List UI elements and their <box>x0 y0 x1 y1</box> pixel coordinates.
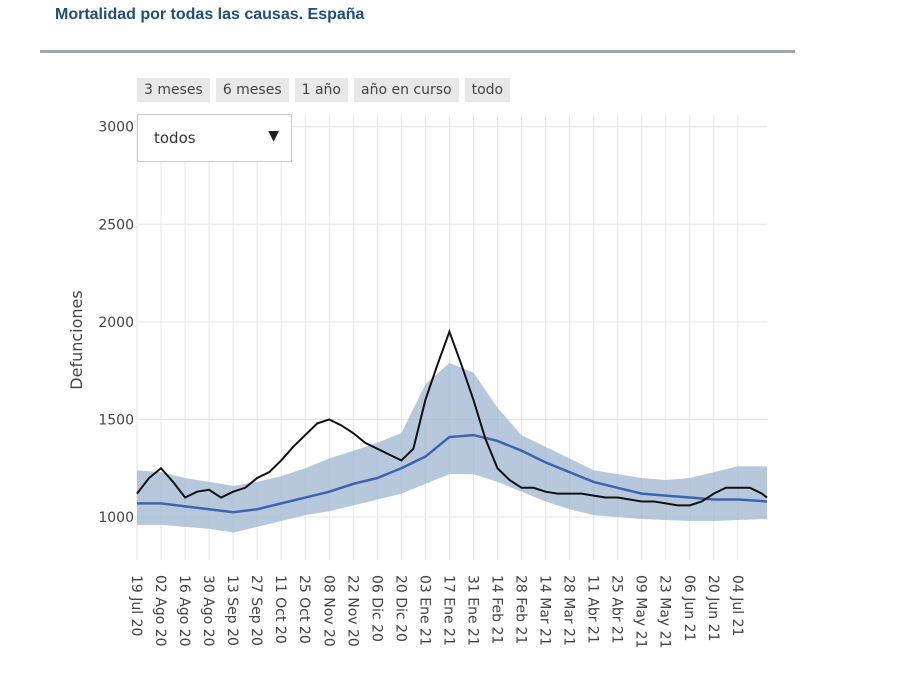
expected-deaths-line <box>137 433 768 514</box>
confidence-band <box>137 362 767 533</box>
x-tick-label: 20 Dic 20 <box>392 575 408 642</box>
x-tick-label: 11 Oct 20 <box>272 575 288 644</box>
range-button-todo[interactable]: todo <box>464 78 511 102</box>
x-tick-label: 03 Ene 21 <box>416 575 432 646</box>
x-axis: 19 Jul 20 02 Ago 20 16 Ago 20 30 Ago 20 13 S… <box>128 575 745 648</box>
x-tick-label: 13 Sep 20 <box>224 575 240 646</box>
x-tick-label: 09 May 21 <box>633 575 649 648</box>
range-button-ano-en-curso[interactable]: año en curso <box>354 78 459 102</box>
x-tick-label: 17 Ene 21 <box>440 575 456 646</box>
dropdown-value: todos <box>154 129 196 147</box>
title-divider <box>40 50 795 53</box>
y-tick-label: 3000 <box>98 120 134 136</box>
x-tick-label: 27 Sep 20 <box>248 575 264 646</box>
filter-dropdown[interactable]: todos ▼ <box>137 114 292 162</box>
series-lines <box>136 328 768 514</box>
x-tick-label: 23 May 21 <box>657 575 673 648</box>
x-tick-label: 16 Ago 20 <box>176 575 192 647</box>
chart-title: Mortalidad por todas las causas. España <box>55 6 365 23</box>
x-tick-label: 02 Ago 20 <box>152 575 168 647</box>
x-tick-label: 06 Jun 21 <box>681 575 697 641</box>
x-tick-label: 14 Mar 21 <box>537 575 553 646</box>
y-tick-label: 1000 <box>98 510 134 526</box>
x-tick-label: 31 Ene 21 <box>464 575 480 646</box>
x-tick-label: 19 Jul 20 <box>128 575 144 636</box>
confidence-band-area <box>137 362 767 533</box>
x-tick-label: 30 Ago 20 <box>200 575 216 647</box>
x-tick-label: 11 Abr 21 <box>585 575 601 644</box>
range-button-3-meses[interactable]: 3 meses <box>137 78 210 102</box>
y-tick-label: 1500 <box>98 412 134 428</box>
x-tick-label: 25 Oct 20 <box>296 575 312 644</box>
y-tick-label: 2000 <box>98 315 134 331</box>
x-tick-label: 08 Nov 20 <box>320 575 336 647</box>
range-button-1-ano[interactable]: 1 año <box>294 78 348 102</box>
x-tick-label: 28 Feb 21 <box>513 575 529 644</box>
range-button-6-meses[interactable]: 6 meses <box>215 78 289 102</box>
x-tick-label: 06 Dic 20 <box>368 575 384 642</box>
x-tick-label: 28 Mar 21 <box>561 575 577 646</box>
x-tick-label: 04 Jul 21 <box>729 575 745 636</box>
x-tick-label: 25 Abr 21 <box>609 575 625 644</box>
x-tick-label: 14 Feb 21 <box>488 575 504 644</box>
chevron-down-icon: ▼ <box>268 128 279 144</box>
x-tick-label: 20 Jun 21 <box>705 575 721 641</box>
y-tick-label: 2500 <box>98 217 134 233</box>
observed-deaths-line <box>136 328 768 507</box>
y-axis: 1000 1500 2000 2500 3000 <box>98 120 134 526</box>
y-axis-label: Defunciones <box>67 290 86 389</box>
x-tick-label: 22 Nov 20 <box>344 575 360 647</box>
range-selector: 3 meses 6 meses 1 año año en curso todo <box>137 78 511 102</box>
